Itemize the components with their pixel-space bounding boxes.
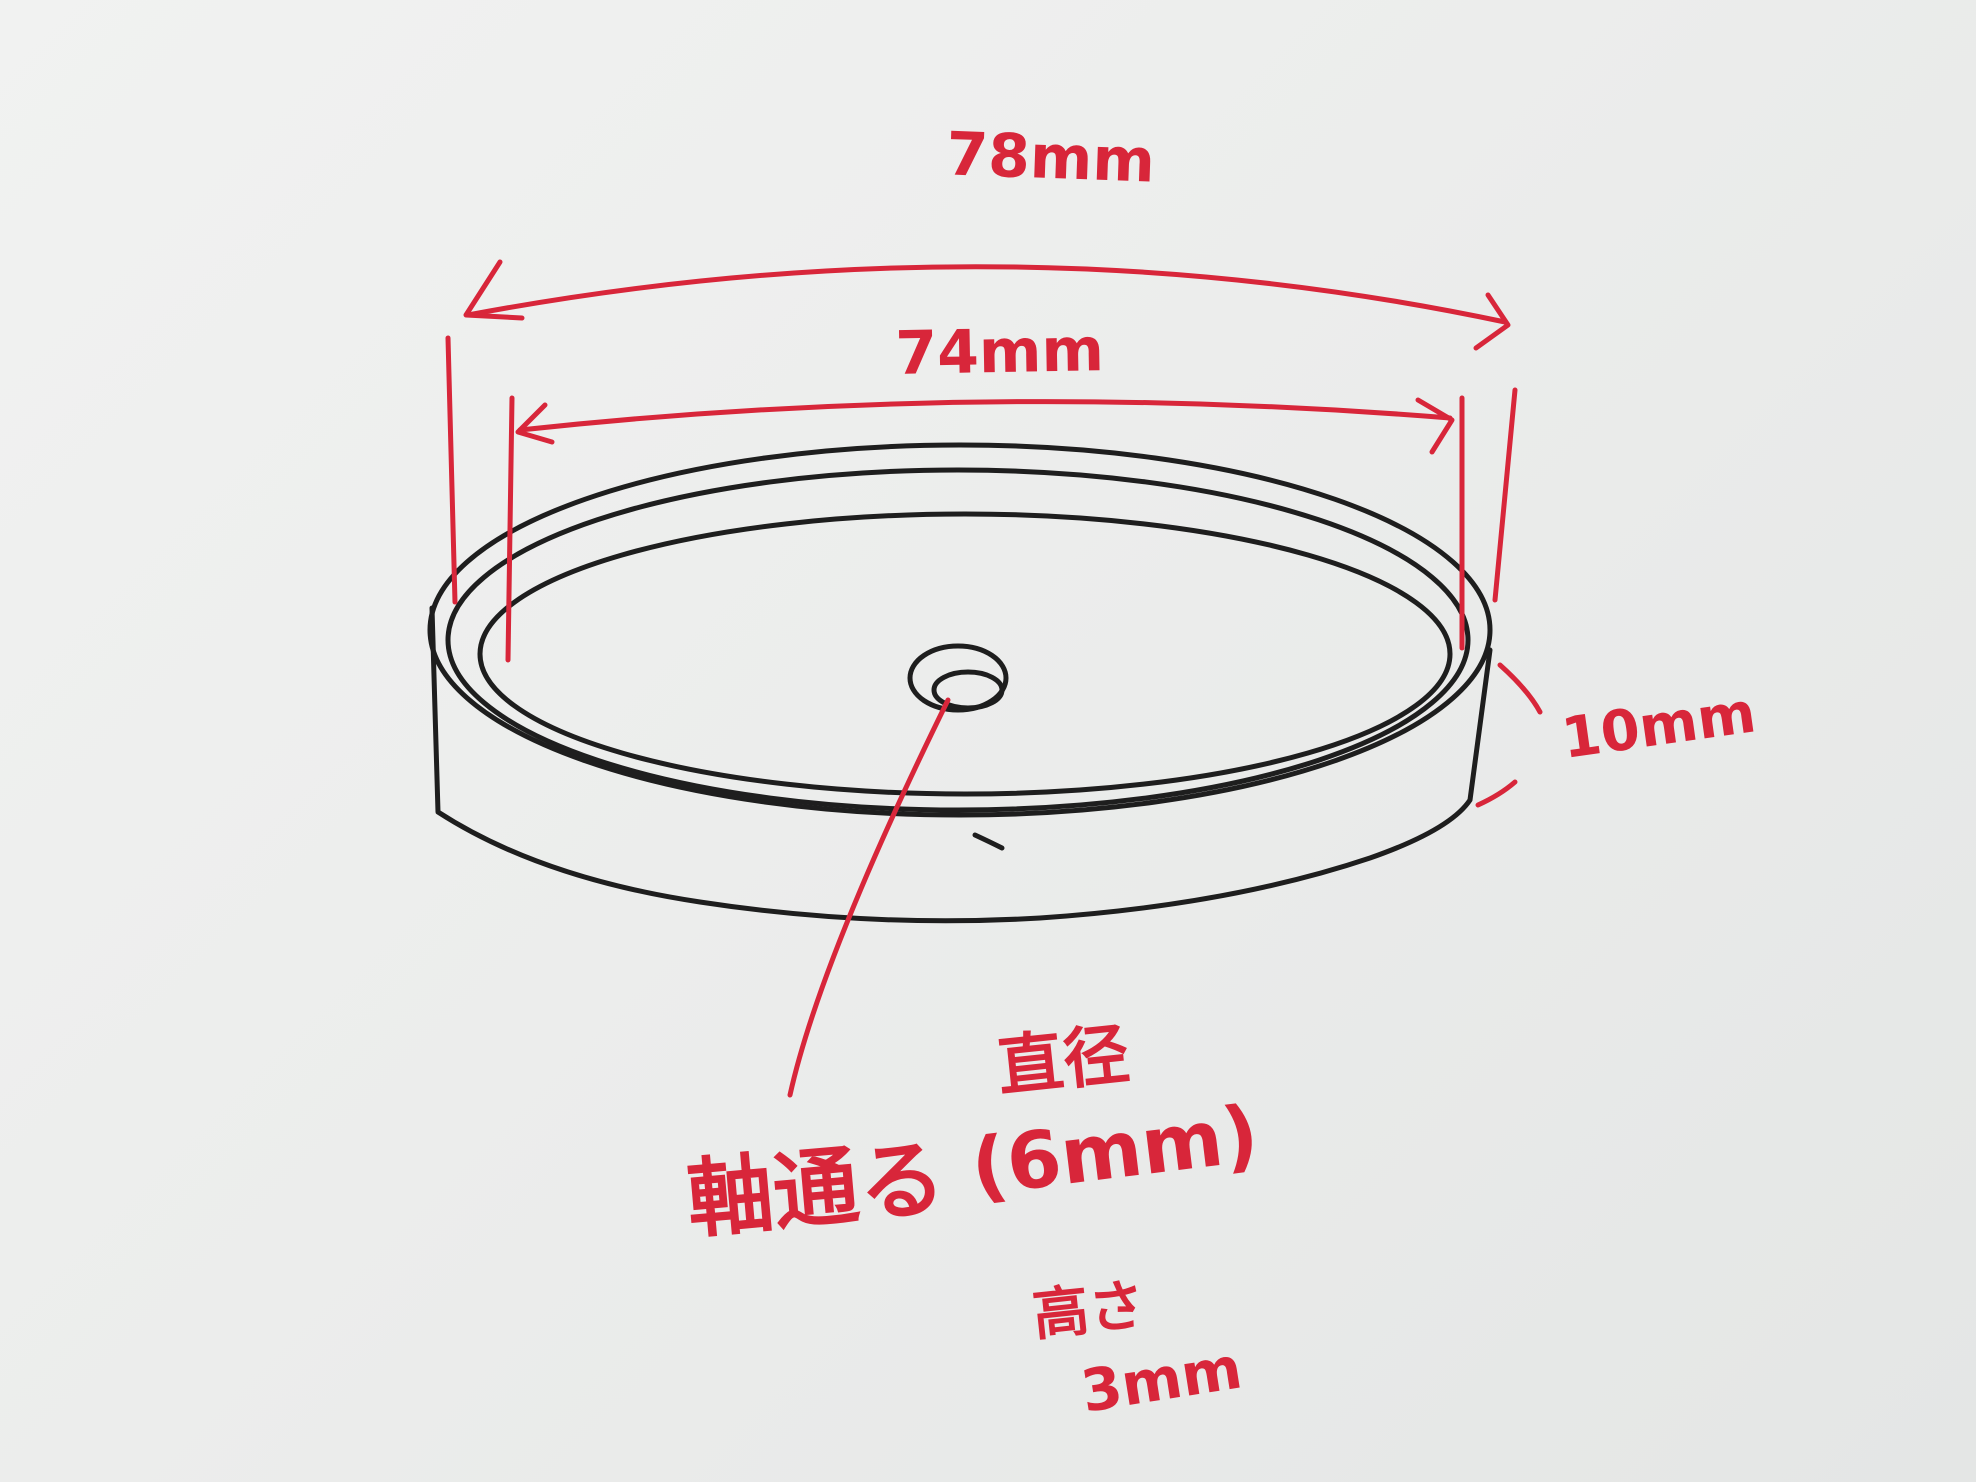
dish-floor-edge (477, 511, 1453, 797)
thickness-heading: 高さ (1030, 1273, 1148, 1349)
shaft-leader-line (787, 697, 951, 1098)
outer-extension-left (445, 335, 458, 605)
outer-diameter-label: 78mm (945, 119, 1156, 196)
inner-diameter-label: 74mm (895, 315, 1105, 389)
inner-arrowhead-right (1415, 397, 1455, 455)
diameter-heading: 直径 (994, 1016, 1133, 1106)
shaft-hole-label: 軸通る (683, 1129, 949, 1251)
shaft-hole-inner (931, 669, 1005, 711)
labels: 78mm 74mm 10mm 軸通る 直径 (6mm) 高さ 3mm (683, 119, 1760, 1425)
outer-diameter-arrow (465, 264, 1508, 325)
height-tick-top (1497, 662, 1543, 715)
dish-rim-notch (972, 832, 1005, 851)
diameter-value: (6mm) (966, 1089, 1263, 1213)
inner-diameter-arrow (517, 399, 1453, 433)
dimension-lines (445, 259, 1543, 1098)
inner-arrowhead-left (515, 402, 555, 445)
shaft-hole-outer (907, 643, 1009, 713)
dish-front-wall (429, 605, 1493, 924)
dish-outline (427, 442, 1493, 924)
outer-arrowhead-right (1473, 292, 1511, 351)
dish-inner-rim (445, 467, 1471, 813)
height-tick-bottom (1475, 779, 1518, 808)
thickness-value: 3mm (1077, 1333, 1247, 1425)
outer-arrowhead-left (463, 259, 525, 321)
inner-extension-left (505, 395, 515, 663)
outer-extension-right (1492, 387, 1518, 603)
dish-outer-rim (427, 442, 1493, 818)
height-label: 10mm (1558, 680, 1760, 771)
